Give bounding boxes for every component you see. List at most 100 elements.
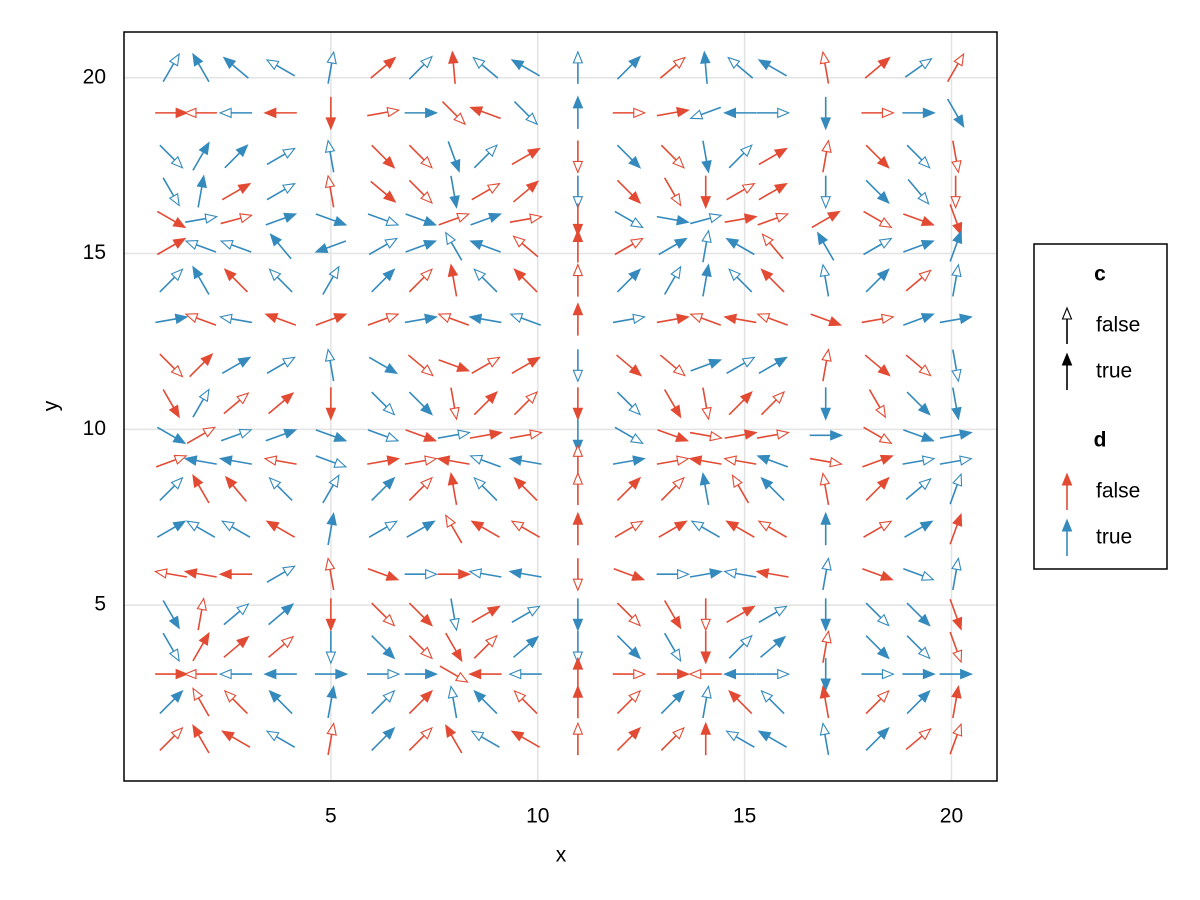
arrow-head — [878, 520, 893, 532]
arrow-shaft — [758, 611, 778, 624]
arrow-head — [1061, 306, 1073, 320]
arrow-shaft — [315, 317, 336, 326]
arrow-shaft — [822, 151, 828, 173]
x-axis-label: x — [556, 844, 567, 867]
arrow-head — [421, 520, 436, 532]
arrow-head — [775, 212, 790, 223]
arrow-head — [384, 237, 399, 249]
arrow — [192, 265, 210, 295]
arrow-shaft — [512, 643, 531, 658]
arrow-shaft — [452, 484, 458, 506]
arrow-head — [723, 668, 737, 680]
arrow-shaft — [186, 432, 206, 445]
arrow-head — [326, 512, 337, 526]
arrow — [904, 57, 933, 78]
x-tick-label: 20 — [940, 805, 963, 828]
arrow — [511, 356, 541, 375]
arrow — [447, 685, 459, 719]
arrow-shaft — [185, 217, 207, 223]
arrow-head — [819, 263, 831, 278]
arrow-head — [282, 356, 296, 368]
arrow-shaft — [865, 485, 882, 502]
arrow-shaft — [952, 569, 958, 591]
arrow — [223, 392, 250, 415]
arrow — [404, 455, 438, 466]
arrow — [268, 635, 295, 658]
arrow-head — [184, 239, 199, 250]
arrow-head — [325, 117, 337, 131]
arrow-shaft — [367, 213, 388, 222]
arrow-head — [670, 192, 682, 207]
arrow — [863, 237, 893, 256]
arrow-head — [268, 689, 282, 703]
arrow-head — [221, 730, 235, 742]
arrow-head — [453, 112, 467, 126]
arrow-head — [170, 155, 184, 169]
arrow-head — [628, 402, 642, 416]
arrow-head — [445, 231, 457, 246]
arrow — [473, 268, 498, 293]
arrow — [572, 95, 584, 129]
arrow-shaft — [473, 399, 490, 416]
arrow-head — [951, 557, 962, 571]
arrow-shaft — [276, 485, 293, 502]
arrow-head — [175, 107, 189, 119]
arrow-head — [881, 668, 895, 680]
legend-label: true — [1096, 360, 1132, 383]
arrow-head — [168, 404, 180, 419]
arrow — [727, 56, 754, 79]
arrow-head — [920, 570, 935, 581]
arrow-shaft — [159, 276, 176, 293]
arrow-head — [628, 155, 642, 169]
arrow-shaft — [700, 317, 722, 326]
arrow — [314, 668, 349, 680]
arrow-head — [324, 348, 336, 362]
arrow-shaft — [450, 598, 456, 620]
arrow — [726, 182, 756, 201]
arrow-shaft — [861, 317, 883, 324]
arrow-shaft — [903, 317, 924, 326]
arrow — [162, 177, 180, 207]
arrow-head — [449, 617, 460, 632]
arrow-head — [674, 431, 690, 442]
arrow-head — [420, 268, 433, 282]
arrow-head — [324, 557, 336, 571]
arrow — [269, 233, 292, 260]
x-tick-label: 5 — [325, 805, 337, 828]
arrow-head — [484, 634, 498, 648]
arrow — [821, 557, 832, 591]
arrow-head — [676, 313, 690, 325]
arrow-shaft — [904, 64, 923, 78]
arrow-head — [700, 721, 712, 735]
arrow-head — [185, 520, 200, 532]
arrow-shaft — [767, 458, 789, 468]
arrow — [616, 689, 642, 715]
arrow — [326, 685, 337, 719]
arrow-head — [170, 689, 184, 703]
arrow-head — [223, 689, 237, 703]
arrow — [264, 313, 297, 326]
arrow — [820, 598, 832, 632]
arrow — [760, 268, 785, 293]
arrow-head — [633, 107, 647, 119]
arrow-shaft — [195, 459, 217, 465]
arrow-shaft — [408, 635, 425, 652]
arrow — [820, 96, 832, 131]
arrow — [218, 668, 253, 680]
arrow — [265, 520, 296, 538]
arrow-shaft — [520, 459, 542, 465]
arrow — [951, 349, 962, 383]
arrow — [864, 354, 891, 377]
arrow — [183, 668, 217, 680]
arrow-head — [821, 629, 832, 644]
arrow — [447, 263, 459, 297]
arrow-head — [951, 406, 962, 421]
arrow — [725, 520, 755, 538]
arrow-head — [821, 557, 832, 571]
arrow — [760, 476, 785, 502]
arrow-shaft — [704, 484, 710, 506]
arrow-shaft — [521, 276, 538, 293]
arrow — [572, 511, 584, 546]
arrow-head — [382, 689, 396, 703]
